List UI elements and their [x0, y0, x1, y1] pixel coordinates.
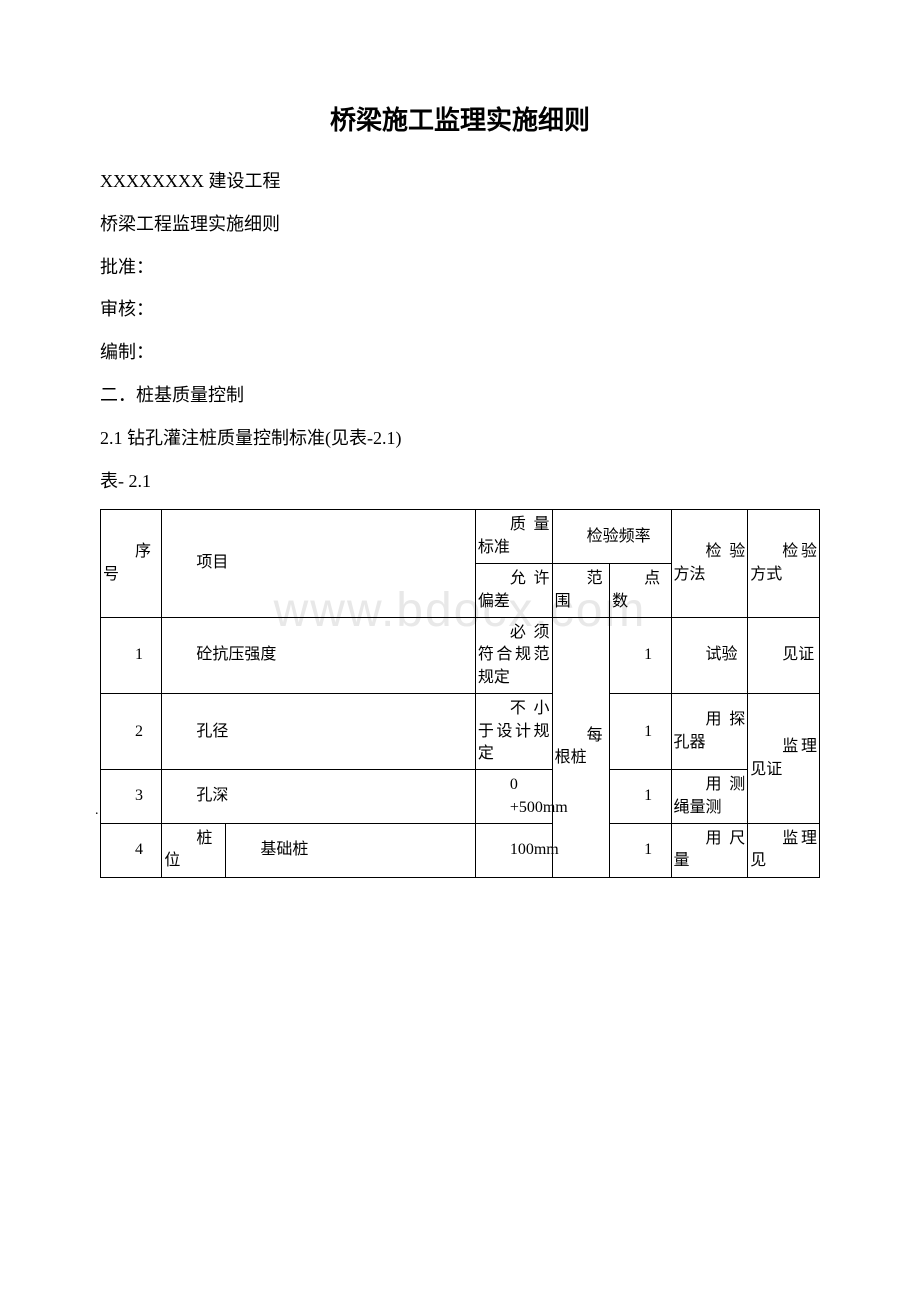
- cell-seq: 4: [103, 839, 159, 861]
- th-freq-range: 范围: [555, 568, 608, 613]
- cell-method: 试验: [674, 644, 746, 666]
- cell-mode: 监理见证: [750, 736, 817, 781]
- cell-std: 不小于设计规定: [478, 698, 550, 765]
- quality-control-table: 序号 项目 质量标准 检验频率 检验方法 检验方式 允许偏差 范围 点数 1 砼…: [100, 509, 820, 877]
- cell-count: 1: [612, 644, 668, 666]
- th-seq: 序号: [103, 541, 159, 586]
- cell-count: 1: [612, 785, 668, 807]
- th-std-group: 质量标准: [478, 514, 550, 559]
- header-line: 2.1 钻孔灌注桩质量控制标准(见表-2.1): [100, 424, 820, 453]
- cell-item: 孔径: [164, 721, 472, 743]
- cell-item-a: 桩位: [164, 828, 223, 873]
- dot-mark: .: [95, 801, 99, 821]
- cell-item-b: 基础桩: [228, 839, 472, 861]
- cell-count: 1: [612, 839, 668, 861]
- table-row: 2 孔径 不小于设计规定 1 用探孔器 监理见证: [101, 694, 820, 770]
- cell-count: 1: [612, 721, 668, 743]
- table-row: 1 砼抗压强度 必须符合规范规定 每根桩 1 试验 见证: [101, 617, 820, 693]
- th-freq-count: 点数: [612, 568, 668, 613]
- th-method: 检验方法: [674, 541, 746, 586]
- table-row: 3. 孔深 0 +500mm 1 用测绳量测: [101, 770, 820, 824]
- th-std-sub: 允许偏差: [478, 568, 550, 613]
- cell-method: 用探孔器: [674, 709, 746, 754]
- cell-item: 孔深: [164, 785, 472, 807]
- table-header-row: 序号 项目 质量标准 检验频率 检验方法 检验方式: [101, 510, 820, 564]
- cell-seq: 3: [103, 785, 159, 807]
- header-line: 二．桩基质量控制: [100, 381, 820, 410]
- cell-seq: 1: [103, 644, 159, 666]
- doc-title: 桥梁施工监理实施细则: [100, 100, 820, 137]
- cell-range: 每根桩: [555, 725, 608, 770]
- header-line: 批准：: [100, 253, 820, 282]
- cell-method: 用尺量: [674, 828, 746, 873]
- cell-seq: 2: [103, 721, 159, 743]
- cell-std: 100mm: [478, 839, 550, 861]
- cell-std-b: +500mm: [478, 797, 550, 819]
- header-line: 编制：: [100, 338, 820, 367]
- th-item: 项目: [164, 552, 472, 574]
- cell-mode: 监理见: [750, 828, 817, 873]
- header-line: 审核：: [100, 295, 820, 324]
- header-line: 桥梁工程监理实施细则: [100, 210, 820, 239]
- cell-mode: 见证: [750, 644, 817, 666]
- header-line: XXXXXXXX 建设工程: [100, 167, 820, 196]
- cell-method: 用测绳量测: [674, 774, 746, 819]
- cell-std: 必须符合规范规定: [478, 622, 550, 689]
- page-content: 桥梁施工监理实施细则 XXXXXXXX 建设工程 桥梁工程监理实施细则 批准： …: [100, 100, 820, 878]
- th-freq-group: 检验频率: [555, 526, 669, 548]
- table-label: 表- 2.1: [100, 467, 820, 496]
- cell-std-a: 0: [478, 774, 550, 796]
- cell-item: 砼抗压强度: [164, 644, 472, 666]
- th-mode: 检验方式: [750, 541, 817, 586]
- table-row: 4 桩位 基础桩 100mm 1 用尺量 监理见: [101, 824, 820, 878]
